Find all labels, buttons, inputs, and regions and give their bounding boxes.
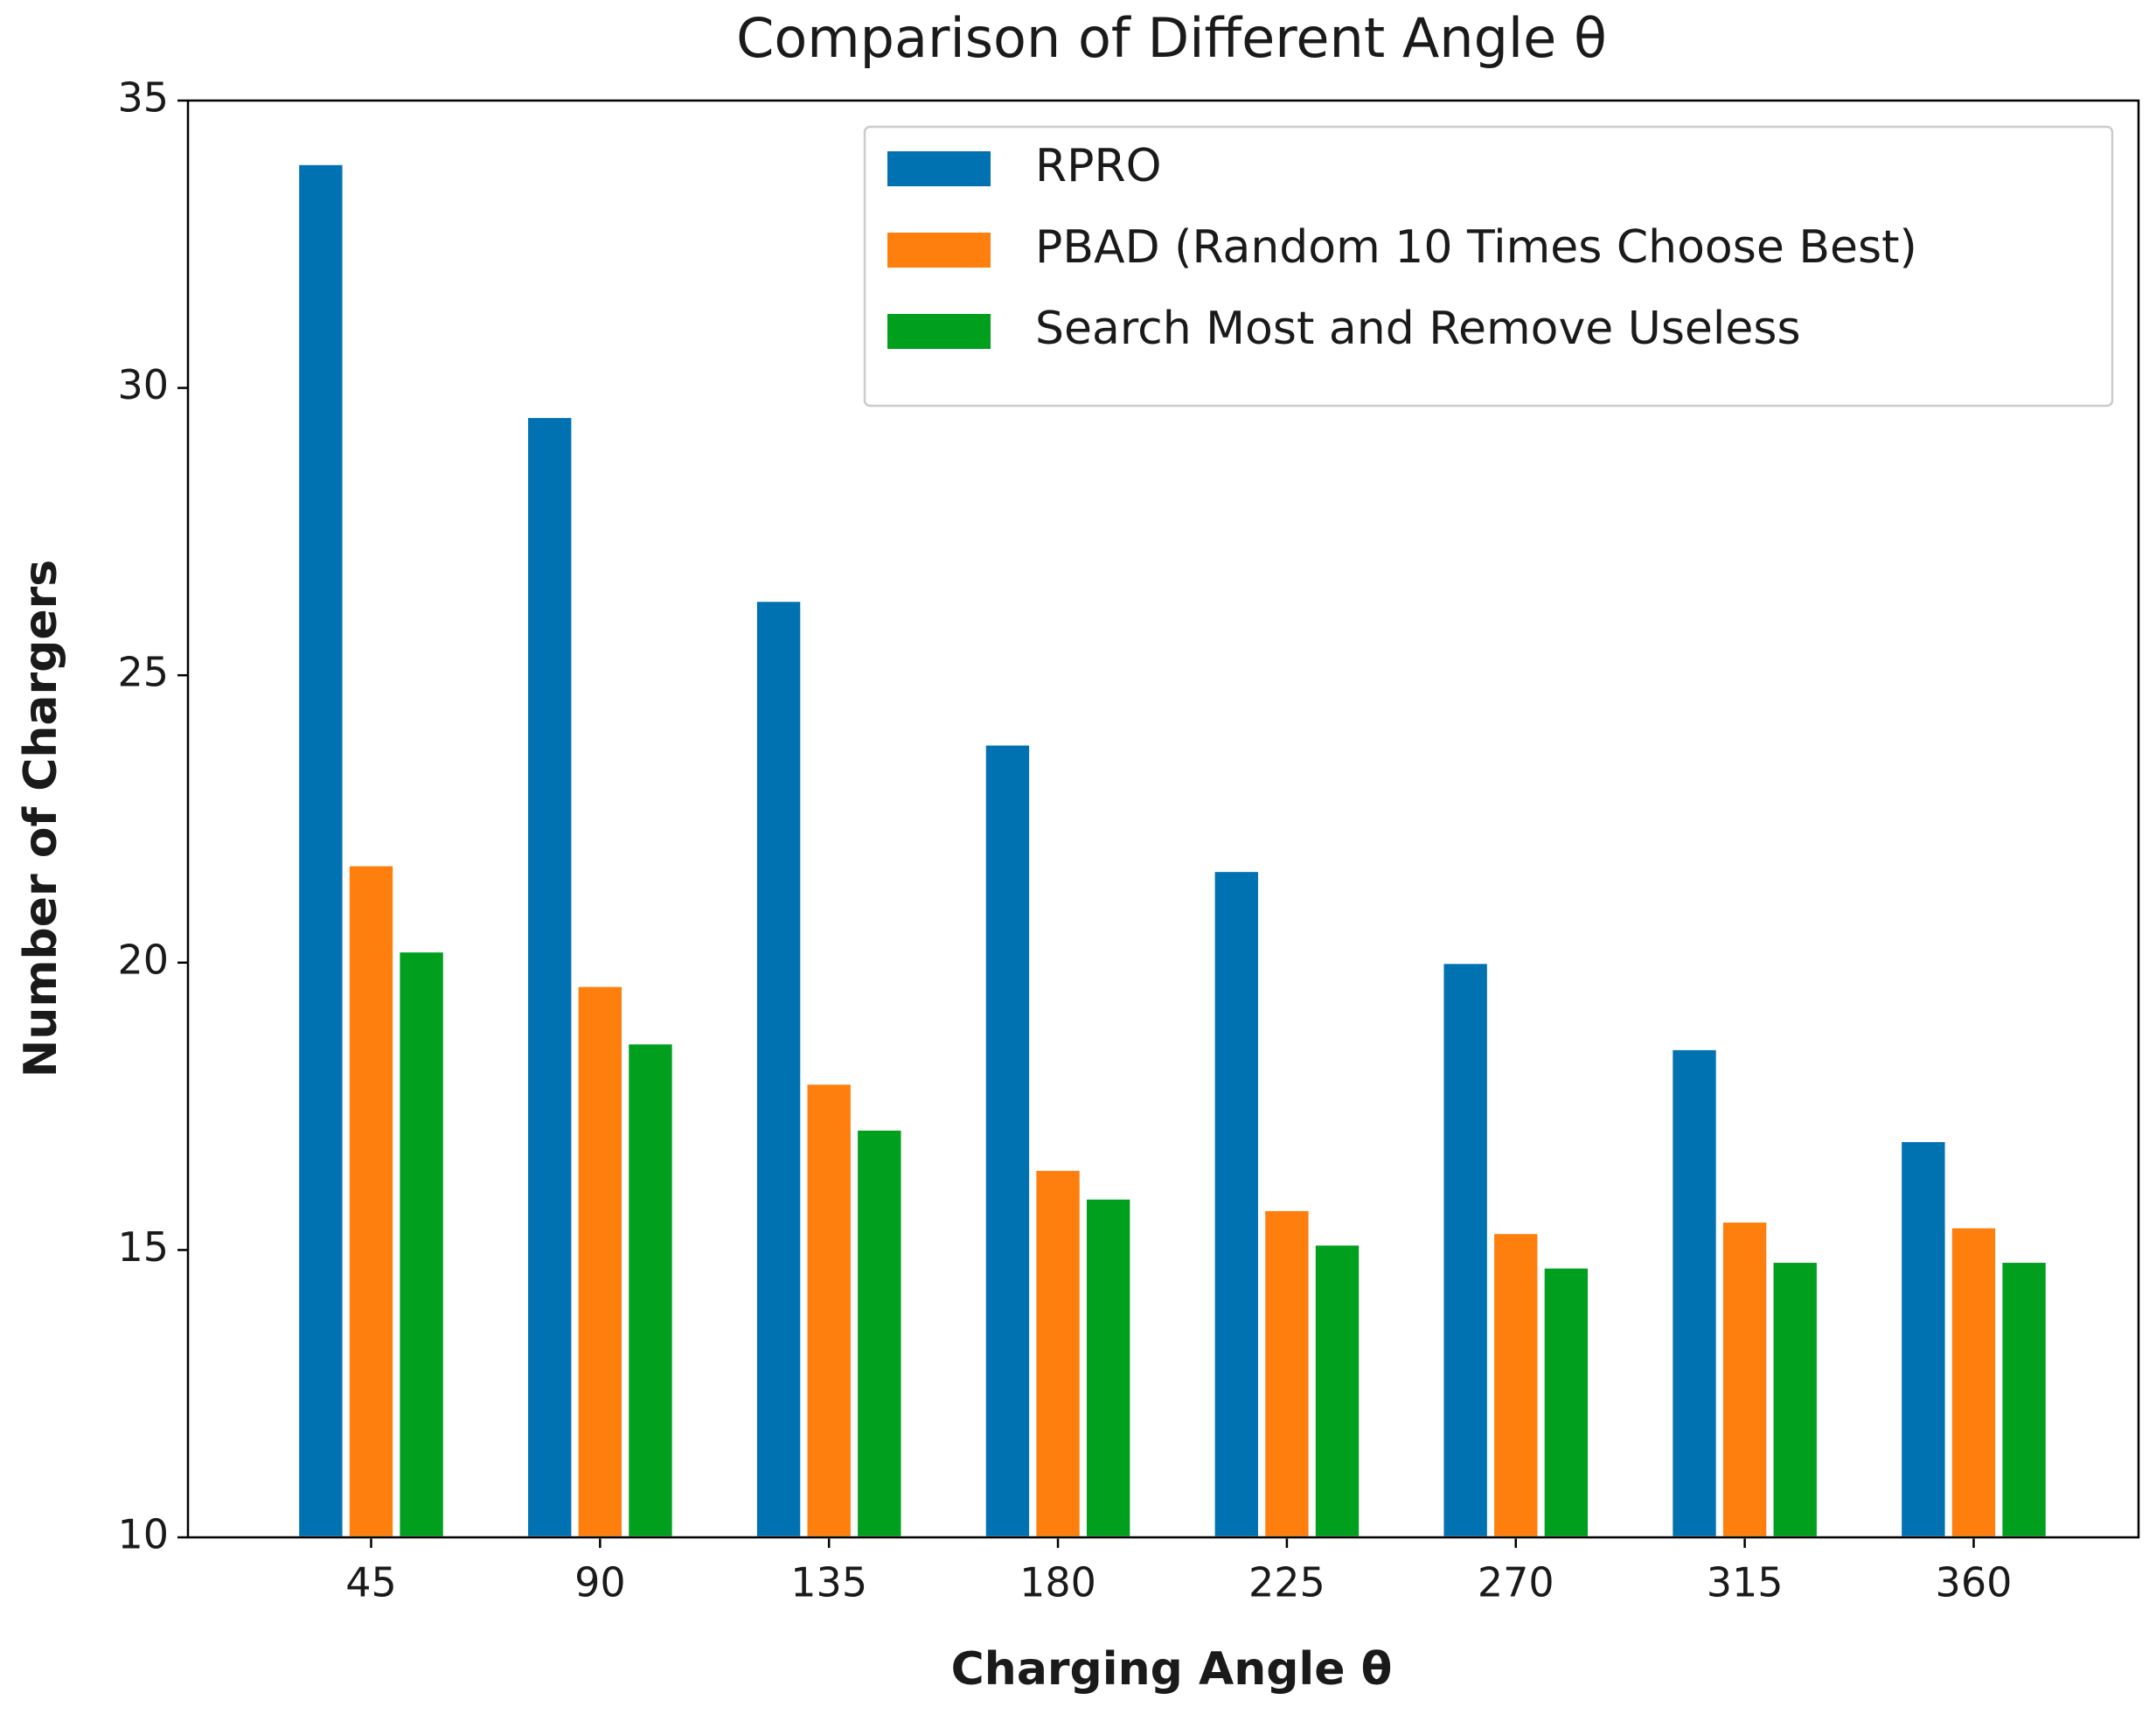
y-tick-label: 35 bbox=[117, 74, 169, 122]
legend-swatch bbox=[887, 233, 991, 268]
x-tick-label: 225 bbox=[1248, 1559, 1325, 1606]
x-tick-label: 360 bbox=[1936, 1559, 2013, 1606]
legend-label: Search Most and Remove Useless bbox=[1035, 303, 1801, 355]
bar bbox=[983, 742, 1033, 1539]
x-tick-label: 135 bbox=[790, 1559, 867, 1606]
legend-label: PBAD (Random 10 Times Choose Best) bbox=[1035, 221, 1917, 274]
bar bbox=[1262, 1208, 1311, 1539]
x-tick-label: 90 bbox=[574, 1559, 626, 1606]
bar bbox=[1770, 1260, 1819, 1539]
x-axis-label: Charging Angle θ bbox=[951, 1643, 1393, 1696]
bar bbox=[1720, 1220, 1770, 1539]
y-tick-label: 20 bbox=[117, 936, 169, 983]
x-tick-label: 315 bbox=[1707, 1559, 1784, 1606]
chart-title: Comparison of Different Angle θ bbox=[736, 6, 1607, 70]
bar bbox=[575, 984, 625, 1539]
legend-swatch bbox=[887, 314, 991, 349]
bar bbox=[2000, 1260, 2048, 1539]
legend: RPRO PBAD (Random 10 Times Choose Best) Se… bbox=[863, 125, 2114, 408]
bar bbox=[1492, 1231, 1540, 1539]
bar bbox=[1670, 1047, 1719, 1539]
bar bbox=[855, 1127, 904, 1539]
x-tick-label: 180 bbox=[1019, 1559, 1096, 1606]
plot-area: 10 15 20 25 30 35 45 90 135 180 225 270 315 360 bbox=[117, 74, 2140, 1606]
bar bbox=[1899, 1139, 1948, 1539]
bar bbox=[804, 1082, 853, 1539]
bar bbox=[754, 599, 803, 1539]
bar bbox=[1312, 1243, 1362, 1539]
legend-label: RPRO bbox=[1035, 140, 1162, 192]
bar bbox=[1541, 1265, 1591, 1539]
y-tick-label: 15 bbox=[117, 1223, 169, 1271]
bar bbox=[1083, 1196, 1133, 1539]
legend-swatch bbox=[887, 151, 991, 186]
bar bbox=[525, 415, 574, 1539]
axes-frame bbox=[186, 99, 2140, 1539]
bar bbox=[296, 162, 345, 1539]
bar bbox=[1949, 1225, 1999, 1539]
y-tick-label: 30 bbox=[117, 361, 169, 408]
y-tick-label: 10 bbox=[117, 1511, 169, 1558]
bar bbox=[1212, 869, 1261, 1539]
x-tick-label: 45 bbox=[345, 1559, 397, 1606]
bar bbox=[1441, 961, 1490, 1539]
y-axis-label: Number of Chargers bbox=[15, 560, 67, 1077]
bar bbox=[346, 863, 396, 1539]
y-tick-label: 25 bbox=[117, 649, 169, 696]
bar bbox=[1033, 1167, 1082, 1539]
bar bbox=[397, 950, 446, 1539]
x-tick-label: 270 bbox=[1478, 1559, 1554, 1606]
legend-box bbox=[863, 125, 2114, 408]
bar bbox=[626, 1042, 675, 1539]
